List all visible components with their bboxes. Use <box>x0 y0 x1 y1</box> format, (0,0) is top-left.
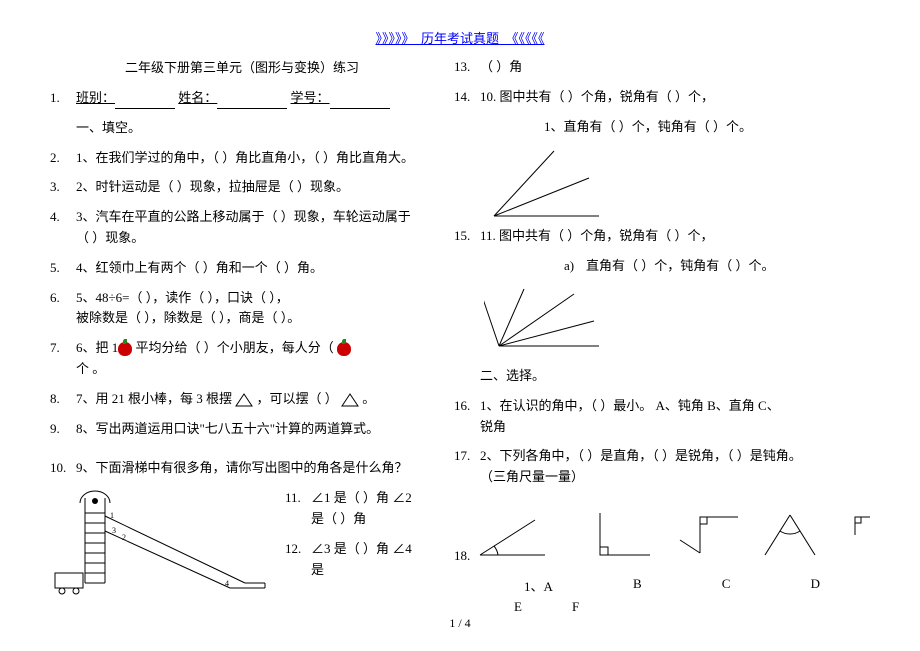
label-a: 1、A <box>524 576 553 595</box>
section-1-title: 一、填空。 <box>76 118 434 139</box>
label-b: B <box>633 576 642 595</box>
q-num: 13. <box>454 57 480 78</box>
q-num: 15. <box>454 226 480 247</box>
angle-labels-row2: E F <box>454 599 870 615</box>
angle-options <box>470 505 870 560</box>
q10-text: 9、下面滑梯中有很多角，请你写出图中的角各是什么角？ <box>76 458 434 479</box>
slide-questions: 11.∠1 是（ ）角 ∠2是（ ）角 12.∠3 是（ ）角 ∠4是 <box>280 488 434 598</box>
q-num: 1. <box>50 88 76 109</box>
student-info-row: 1. 班别： 姓名： 学号： <box>50 88 434 109</box>
angle-figure-1 <box>484 146 604 221</box>
q2-text: 1、在我们学过的角中，（ ）角比直角小，（ ）角比直角大。 <box>76 148 434 169</box>
q-num: 17. <box>454 446 480 488</box>
content-columns: 二年级下册第三单元（图形与变换）练习 1. 班别： 姓名： 学号： 一、填空。 … <box>0 57 920 615</box>
slide-figure-row: 1 3 2 4 11.∠1 是（ ）角 ∠2是（ ）角 12.∠3 是（ ）角 … <box>50 488 434 598</box>
page-header: 》》》》》_历年考试真题_《《《《《 <box>0 0 920 57</box>
class-label: 班别： <box>76 90 115 105</box>
page-footer: 1 / 4 <box>0 616 920 631</box>
q-num: 2. <box>50 148 76 169</box>
label-e: E <box>514 599 522 615</box>
worksheet-title: 二年级下册第三单元（图形与变换）练习 <box>50 57 434 76</box>
q-num: 7. <box>50 338 76 380</box>
svg-text:2: 2 <box>122 533 126 542</box>
name-label: 姓名： <box>178 90 217 105</box>
apple-icon <box>337 342 351 356</box>
q5-text: 4、红领巾上有两个（ ）角和一个（ ）角。 <box>76 258 434 279</box>
q-num: 8. <box>50 389 76 410</box>
q-num: 12. <box>285 539 311 581</box>
q14-text: 10. 图中共有（ ）个角，锐角有（ ）个， <box>480 87 870 108</box>
q-num: 6. <box>50 288 76 330</box>
label-d: D <box>811 576 820 595</box>
sub-num: a) <box>564 256 586 277</box>
q-num: 9. <box>50 419 76 440</box>
angles-row <box>470 505 870 567</box>
slide-diagram: 1 3 2 4 <box>50 488 280 598</box>
angle-labels-row1: 1、A B C D <box>454 576 870 595</box>
q14b-text: 1、直角有（ ）个，钝角有（ ）个。 <box>454 117 870 138</box>
q9-text: 8、写出两道运用口诀"七八五十六"计算的两道算式。 <box>76 419 434 440</box>
label-c: C <box>722 576 731 595</box>
q7-text: 6、把 1 平均分给（ ）个小朋友，每人分（ 个 。 <box>76 338 434 380</box>
section-2-title: 二、选择。 <box>480 366 870 387</box>
label-f: F <box>572 599 579 615</box>
svg-text:1: 1 <box>110 511 114 520</box>
q-num: 3. <box>50 177 76 198</box>
student-info: 班别： 姓名： 学号： <box>76 88 434 109</box>
q-num: 16. <box>454 396 480 438</box>
header-link[interactable]: 》》》》》_历年考试真题_《《《《《 <box>375 31 544 46</box>
q16-text: 1、在认识的角中，（ ）最小。 A、钝角 B、直角 C、锐角 <box>480 396 870 438</box>
q15b-text: 直角有（ ）个，钝角有（ ）个。 <box>586 256 870 277</box>
triangle-icon <box>341 393 359 407</box>
q11-text: ∠1 是（ ）角 ∠2是（ ）角 <box>311 488 434 530</box>
svg-text:4: 4 <box>225 579 229 588</box>
section-1-header: 一、填空。 <box>50 118 434 139</box>
q15-text: 11. 图中共有（ ）个角，锐角有（ ）个， <box>480 226 870 247</box>
triangle-icon <box>235 393 253 407</box>
id-label: 学号： <box>291 90 330 105</box>
apple-icon <box>118 342 132 356</box>
q-num: 5. <box>50 258 76 279</box>
svg-text:3: 3 <box>112 526 116 535</box>
q-num: 10. <box>50 458 76 479</box>
q-num: 4. <box>50 207 76 249</box>
q8-text: 7、用 21 根小棒，每 3 根摆 ，可以摆（ ） 。 <box>76 389 434 410</box>
q-num: 14. <box>454 87 480 108</box>
q6-text: 5、48÷6=（ ），读作（ ），口诀（ ），被除数是（ ），除数是（ ），商是… <box>76 288 434 330</box>
q17-text: 2、下列各角中，（ ）是直角，（ ）是锐角，（ ）是钝角。（三角尺量一量） <box>480 446 870 488</box>
left-column: 二年级下册第三单元（图形与变换）练习 1. 班别： 姓名： 学号： 一、填空。 … <box>50 57 434 615</box>
q3-text: 2、时针运动是（ ）现象，拉抽屉是（ ）现象。 <box>76 177 434 198</box>
q12-text: ∠3 是（ ）角 ∠4是 <box>311 539 434 581</box>
right-column: 13.（ ）角 14.10. 图中共有（ ）个角，锐角有（ ）个， 1、直角有（… <box>454 57 870 615</box>
angle-figure-2 <box>484 286 604 361</box>
q13-text: （ ）角 <box>480 57 870 78</box>
q4-text: 3、汽车在平直的公路上移动属于（ ）现象，车轮运动属于（ ）现象。 <box>76 207 434 249</box>
q-num: 11. <box>285 488 311 530</box>
